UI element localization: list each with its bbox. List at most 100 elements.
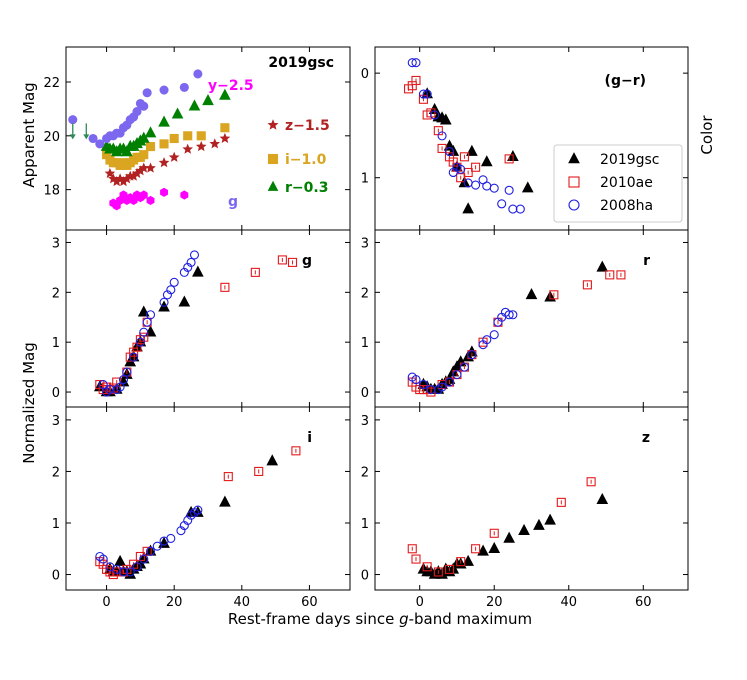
data-point — [504, 310, 514, 320]
x-tick-label: 60 — [301, 595, 318, 610]
y-axis-label-apparent: Apparent Mag — [20, 82, 38, 187]
data-point — [220, 123, 230, 133]
x-tick-label: 60 — [635, 595, 652, 610]
data-point — [525, 287, 538, 300]
data-point — [104, 167, 116, 179]
data-point — [437, 131, 447, 141]
data-point — [112, 567, 122, 577]
data-point — [466, 144, 478, 156]
data-point — [145, 162, 156, 173]
data-point — [189, 250, 200, 260]
data-point — [220, 282, 230, 292]
data-point — [418, 380, 428, 390]
data-point — [179, 82, 189, 92]
legend-label: 2008ha — [600, 198, 653, 214]
legend-marker — [568, 199, 580, 211]
data-point — [605, 270, 615, 280]
axes-frame — [65, 406, 351, 591]
data-point — [121, 145, 133, 157]
y-tick-label: 1 — [361, 517, 369, 532]
legend-label: 2019gsc — [600, 152, 660, 168]
data-point — [444, 147, 455, 157]
data-point — [129, 352, 139, 362]
data-point — [549, 290, 559, 300]
data-point — [135, 335, 145, 345]
data-point — [129, 347, 139, 357]
data-point — [98, 380, 108, 390]
data-point — [411, 58, 421, 68]
panel-title: r — [643, 253, 650, 269]
panel-i-norm: 0 20 40 60 0 1 2 3 i — [52, 406, 351, 610]
y-tick-label: 3 — [52, 236, 60, 251]
series-i-1.0 — [102, 123, 230, 170]
upper-limit-arrowhead — [69, 134, 76, 140]
legend-marker — [568, 176, 580, 188]
data-point — [169, 277, 179, 287]
y-tick-label: 2 — [52, 286, 60, 301]
y-axis-label-normalized: Normalized Mag — [20, 342, 38, 464]
data-point — [139, 190, 148, 200]
data-point — [411, 554, 421, 564]
data-point — [223, 472, 233, 482]
data-point — [114, 554, 126, 566]
data-point — [489, 528, 499, 538]
data-point — [209, 138, 221, 149]
data-point — [411, 75, 421, 86]
data-point — [480, 155, 493, 167]
data-point — [508, 204, 518, 214]
data-point — [219, 88, 231, 100]
data-point — [193, 505, 203, 515]
data-point — [586, 477, 596, 487]
data-point — [422, 562, 432, 572]
x-tick-label: 40 — [234, 595, 251, 610]
data-point — [139, 101, 149, 111]
y-axis-label-color: Color — [698, 115, 716, 155]
y-tick-label: 1 — [52, 336, 60, 351]
data-point — [146, 195, 155, 205]
data-point — [250, 267, 260, 277]
data-point — [139, 150, 149, 160]
data-point — [489, 183, 499, 193]
data-point — [482, 181, 492, 191]
data-point — [437, 382, 447, 392]
data-point — [456, 164, 466, 174]
legend: 2019gsc 2010ae 2008ha — [553, 144, 683, 223]
data-point — [430, 110, 440, 120]
data-point — [152, 541, 162, 551]
data-point — [462, 554, 474, 566]
y-tick-label: 18 — [43, 184, 60, 199]
series-label: i−1.0 — [285, 152, 327, 168]
data-point — [433, 567, 443, 577]
data-point — [515, 204, 525, 214]
series-y-2.5 — [109, 187, 189, 211]
data-point — [95, 139, 105, 149]
data-point — [145, 310, 156, 320]
panel-title: 2019gsc — [268, 55, 334, 71]
y-tick-label: 0 — [361, 386, 369, 401]
data-point — [497, 199, 507, 209]
data-point — [180, 190, 189, 200]
data-point — [459, 362, 469, 372]
y-tick-label: 0 — [361, 67, 369, 82]
data-point — [115, 382, 125, 392]
data-point — [159, 139, 169, 149]
data-point — [158, 157, 170, 168]
data-point — [219, 132, 231, 144]
y-tick-label: 1 — [361, 336, 369, 351]
data-point — [142, 546, 152, 556]
legend-box — [553, 144, 683, 223]
data-point — [192, 265, 204, 277]
series-label: y−2.5 — [208, 78, 254, 94]
data-point — [142, 88, 152, 98]
data-point — [291, 446, 301, 456]
series-2010ae — [407, 270, 626, 397]
data-point — [137, 131, 150, 143]
series-2008ha — [98, 250, 200, 397]
data-point — [158, 115, 170, 127]
data-point — [196, 131, 206, 141]
data-point — [596, 492, 609, 505]
data-point — [137, 305, 150, 317]
panel-z-norm: 0 20 40 60 0 1 2 3 z — [361, 406, 689, 610]
series-2019gsc — [417, 260, 609, 394]
